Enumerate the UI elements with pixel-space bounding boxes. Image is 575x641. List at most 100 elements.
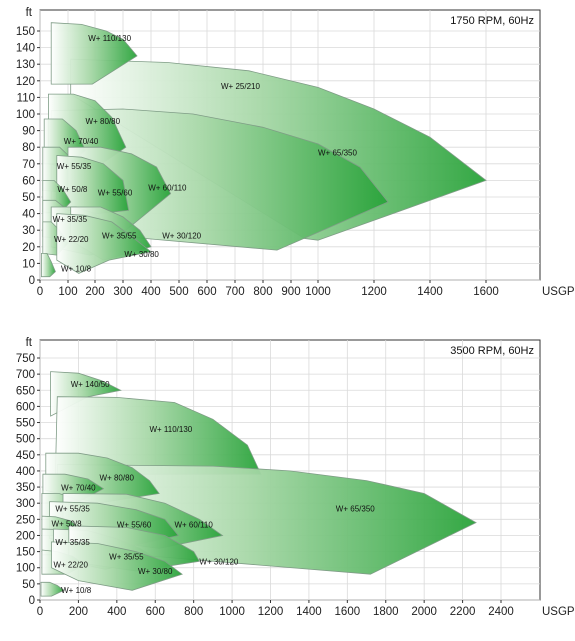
x-tick-label: 2000 (411, 606, 437, 618)
x-tick-label: 800 (253, 286, 272, 298)
series-label: W+ 25/210 (221, 82, 260, 91)
series-label: W+ 35/35 (53, 215, 88, 224)
y-tick-label: 40 (22, 209, 35, 221)
pump-curve-area (40, 581, 65, 597)
pump-curve-chart-1750: W+ 25/210 W+ 110/130 W+ 65/350 W+ 80/80 W+ 7… (16, 7, 575, 298)
y-tick-label: 750 (16, 353, 35, 365)
x-tick-label: 800 (184, 606, 203, 618)
y-tick-label: 60 (22, 175, 35, 187)
series-label: W+ 80/80 (86, 117, 121, 126)
y-tick-label: 30 (22, 225, 35, 237)
series-label: W+ 22/20 (54, 235, 89, 244)
series-label: W+ 30/80 (124, 250, 159, 259)
series-labels: W+ 140/50 W+ 110/130 W+ 65/350 W+ 80/80 W+ 7… (52, 380, 376, 595)
y-tick-label: 300 (16, 498, 35, 510)
series-label: W+ 30/120 (162, 232, 201, 241)
series-label: W+ 65/350 (318, 149, 357, 158)
y-tick-label: 50 (22, 579, 35, 591)
y-tick-label: 80 (22, 142, 35, 154)
pump-curve-area (41, 252, 56, 278)
x-tick-label: 1800 (373, 606, 399, 618)
y-tick-label: 200 (16, 530, 35, 542)
y-tick-label: 550 (16, 418, 35, 430)
y-tick-label: 120 (16, 76, 35, 88)
series-label: W+ 60/110 (148, 183, 187, 192)
x-tick-label: 300 (113, 286, 132, 298)
x-tick-label: 600 (146, 606, 165, 618)
series-label: W+ 55/60 (117, 520, 152, 529)
y-tick-label: 250 (16, 514, 35, 526)
y-tick-label: 100 (16, 109, 35, 121)
y-tick-label: 150 (16, 26, 35, 38)
axes: 0 10 20 30 40 50 60 70 80 90 100 110 120 130 140 150 0 10… (16, 26, 499, 298)
y-tick-label: 400 (16, 466, 35, 478)
y-unit-label: ft (26, 7, 33, 19)
series-label: W+ 30/120 (199, 558, 238, 567)
y-tick-label: 20 (22, 242, 35, 254)
x-tick-label: 1400 (417, 286, 443, 298)
x-tick-label: 1000 (305, 286, 331, 298)
x-tick-label: 500 (169, 286, 188, 298)
pump-curve-chart-3500: W+ 140/50 W+ 110/130 W+ 65/350 W+ 80/80 W+ 7… (16, 337, 575, 618)
chart-title: 3500 RPM, 60Hz (450, 345, 534, 357)
series-label: W+ 60/110 (174, 520, 213, 529)
series-label: W+ 50/8 (52, 519, 83, 528)
x-tick-label: 0 (37, 286, 43, 298)
pump-curve-area (51, 541, 183, 591)
y-tick-label: 0 (29, 275, 35, 287)
pump-curve-area (50, 22, 138, 85)
y-tick-label: 600 (16, 401, 35, 413)
y-tick-label: 150 (16, 547, 35, 559)
series-label: W+ 110/130 (88, 34, 131, 43)
series-group (40, 371, 477, 597)
series-label: W+ 70/40 (64, 137, 99, 146)
x-tick-label: 900 (281, 286, 300, 298)
series-label: W+ 50/8 (57, 185, 88, 194)
x-tick-label: 600 (197, 286, 216, 298)
axes: 0 50 100 150 200 250 300 350 400 450 500 550 600 650 7… (16, 353, 514, 618)
series-label: W+ 30/80 (138, 567, 173, 576)
y-tick-label: 90 (22, 126, 35, 138)
x-tick-label: 2400 (488, 606, 514, 618)
y-tick-label: 110 (17, 92, 35, 104)
x-unit-label: USGPM (542, 286, 575, 298)
x-tick-label: 200 (85, 286, 104, 298)
y-tick-label: 350 (16, 482, 35, 494)
x-tick-label: 1600 (335, 606, 361, 618)
x-tick-label: 200 (69, 606, 88, 618)
x-tick-label: 2200 (450, 606, 476, 618)
y-tick-label: 50 (22, 192, 35, 204)
x-tick-label: 1200 (361, 286, 387, 298)
series-label: W+ 70/40 (61, 483, 96, 492)
x-tick-label: 1200 (258, 606, 284, 618)
series-label: W+ 110/130 (149, 425, 192, 434)
series-label: W+ 65/350 (336, 504, 375, 513)
x-tick-label: 400 (107, 606, 126, 618)
x-tick-label: 1400 (296, 606, 322, 618)
y-tick-label: 500 (16, 434, 35, 446)
series-label: W+ 55/60 (98, 188, 133, 197)
y-tick-label: 130 (16, 59, 35, 71)
y-tick-label: 10 (22, 258, 35, 270)
y-tick-label: 0 (29, 595, 35, 607)
series-label: W+ 10/8 (61, 586, 92, 595)
series-label: W+ 80/80 (100, 474, 135, 483)
y-tick-label: 70 (22, 159, 35, 171)
x-tick-label: 0 (37, 606, 43, 618)
series-label: W+ 35/35 (55, 538, 90, 547)
y-tick-label: 100 (16, 563, 35, 575)
y-tick-label: 140 (16, 43, 35, 55)
y-tick-label: 450 (16, 450, 35, 462)
x-tick-label: 700 (225, 286, 244, 298)
series-label: W+ 140/50 (71, 380, 110, 389)
series-label: W+ 35/55 (102, 232, 137, 241)
series-label: W+ 55/35 (55, 504, 90, 513)
x-tick-label: 400 (141, 286, 160, 298)
pump-curve-area (56, 213, 152, 274)
y-unit-label: ft (26, 337, 33, 349)
x-tick-label: 1000 (219, 606, 245, 618)
x-unit-label: USGPM (542, 606, 575, 618)
series-label: W+ 55/35 (57, 162, 92, 171)
x-tick-label: 100 (58, 286, 77, 298)
series-labels: W+ 25/210 W+ 110/130 W+ 65/350 W+ 80/80 W+ 7… (53, 34, 358, 274)
